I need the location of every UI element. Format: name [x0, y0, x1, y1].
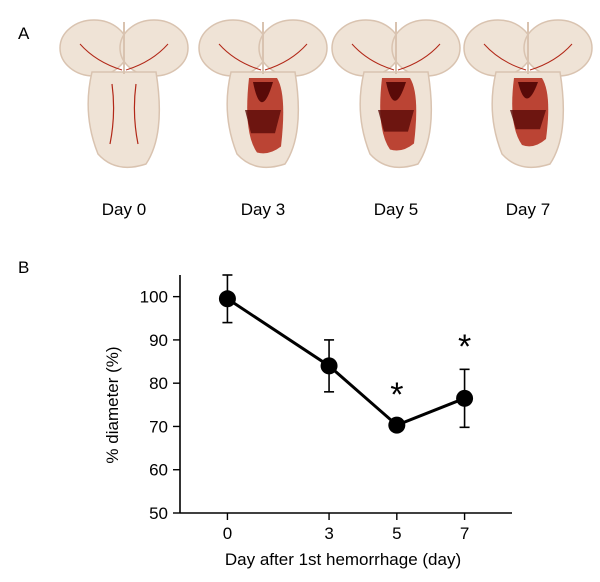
- y-tick-label: 50: [149, 504, 168, 523]
- brain-photo: [195, 14, 331, 174]
- panel-b-label: B: [18, 258, 30, 277]
- panel-a-label: A: [18, 24, 30, 43]
- y-tick-label: 90: [149, 331, 168, 350]
- brain-photo: [328, 14, 464, 174]
- significance-asterisk: *: [390, 376, 403, 414]
- x-tick-label: 3: [324, 524, 333, 543]
- y-tick-label: 70: [149, 417, 168, 436]
- brain-photo: [56, 14, 192, 174]
- data-point: [218, 290, 236, 308]
- y-tick-label: 100: [140, 288, 168, 307]
- brain-photo: [460, 14, 596, 174]
- series-line: [226, 297, 466, 427]
- y-axis-label: % diameter (%): [103, 346, 122, 463]
- day-caption: Day 5: [373, 200, 419, 219]
- data-point: [456, 389, 474, 407]
- day-caption: Day 0: [101, 200, 147, 219]
- data-point: [320, 357, 338, 375]
- x-tick-label: 0: [223, 524, 232, 543]
- significance-asterisk: *: [458, 328, 471, 366]
- data-point: [388, 416, 406, 434]
- x-tick-label: 7: [460, 524, 469, 543]
- y-tick-label: 80: [149, 374, 168, 393]
- day-caption: Day 3: [240, 200, 286, 219]
- y-tick-label: 60: [149, 461, 168, 480]
- x-tick-label: 5: [392, 524, 401, 543]
- day-caption: Day 7: [505, 200, 551, 219]
- x-axis-label: Day after 1st hemorrhage (day): [225, 550, 461, 569]
